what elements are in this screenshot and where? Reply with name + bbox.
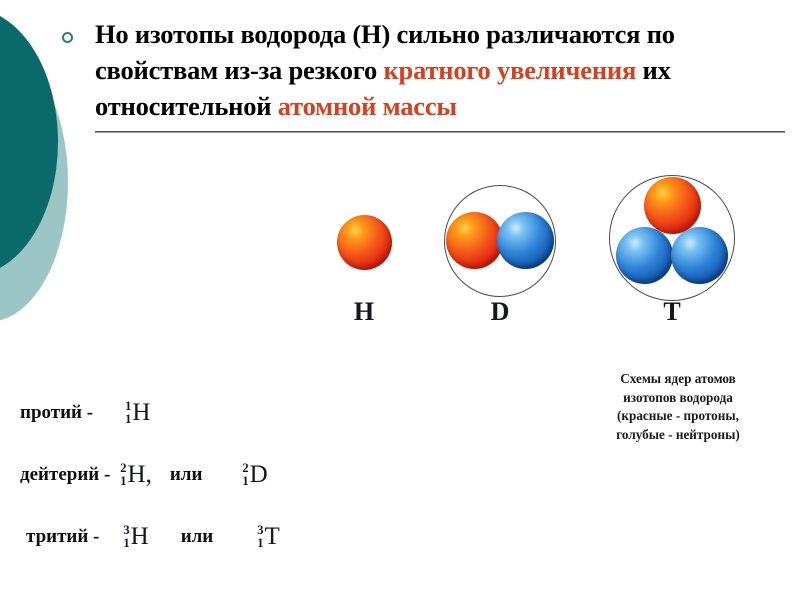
mass-number: 1 [125,399,132,413]
neutron-ball [671,227,728,284]
mass-number: 2 [120,461,127,475]
mass-number: 3 [257,523,264,537]
caption-line-4: голубые - нейтроны) [616,427,740,443]
heading-line3-highlight-a: увеличения [497,55,637,86]
atomic-number: 1 [242,473,249,488]
element-symbol: H [132,399,151,427]
heading-divider [95,131,785,133]
deuterium-nucleus: D [440,181,570,326]
nucleus-label-d: D [490,297,510,326]
nucleus-label-h: H [353,297,375,326]
heading-line2-plain: по свойствам из-за резкого [95,19,675,86]
element-symbol: D [249,461,268,489]
nuclide-protium: 1 1 H [125,400,150,426]
isotope-name: тритий - [26,525,100,547]
heading-line2-highlight: кратного [383,55,491,86]
proton-ball [446,212,503,269]
nuclide-deuterium-d: 2 1 D [242,462,267,488]
nuclide-tritium-h: 3 1 H [123,524,148,550]
neutron-ball [497,212,554,269]
isotope-row-protium: протий - 1 1 H [20,400,150,426]
caption-line-2: изотопов водорода [623,389,733,405]
diagram-caption: Схемы ядер атомов изотопов водорода (кра… [560,370,796,445]
nucleus-ring [609,175,735,301]
protium-nucleus: H [320,205,400,326]
caption-line-1: Схемы ядер атомов [620,371,736,386]
atomic-number: 1 [120,473,127,488]
atomic-number: 1 [257,535,264,550]
nuclei-diagram: H D T [300,165,740,365]
isotope-row-tritium: тритий - 3 1 H или 3 1 T [26,524,280,550]
proton-ball [337,215,392,270]
tritium-nucleus: T [605,171,745,326]
isotope-name: дейтерий - [20,463,111,485]
nuclide-indices: 3 1 [123,524,129,550]
page-title: Но изотопы водорода (Н) сильно различают… [95,16,792,124]
nucleus-label-t: T [663,297,681,326]
nuclide-indices: 3 1 [257,524,263,550]
nucleus-ring [444,185,556,297]
caption-line-3: (красные - протоны, [617,408,739,424]
heading-line3-highlight-b: атомной массы [277,91,457,122]
heading-block: Но изотопы водорода (Н) сильно различают… [62,16,792,124]
or-label: или [169,463,203,485]
nuclide-indices: 1 1 [125,400,131,426]
isotope-row-deuterium: дейтерий - 2 1 H , или 2 1 D [20,462,268,488]
or-label: или [180,525,214,547]
nuclide-deuterium-h: 2 1 H , [120,462,152,488]
neutron-ball [616,227,673,284]
mass-number: 3 [123,523,130,537]
nuclide-indices: 2 1 [242,462,248,488]
element-symbol: H [127,461,146,489]
element-symbol: T [264,523,280,551]
nuclide-tail: , [145,461,152,489]
element-symbol: H [130,523,149,551]
nuclide-tritium-t: 3 1 T [257,524,280,550]
isotope-name: протий - [20,401,94,423]
atomic-number: 1 [123,535,130,550]
heading-line3-plain: их относительной [95,55,671,122]
heading-line1: Но изотопы водорода (Н) сильно различают… [95,19,641,49]
bullet-circle-icon [62,32,73,43]
nuclide-indices: 2 1 [120,462,126,488]
proton-ball [644,177,701,234]
mass-number: 2 [242,461,249,475]
atomic-number: 1 [125,411,132,426]
